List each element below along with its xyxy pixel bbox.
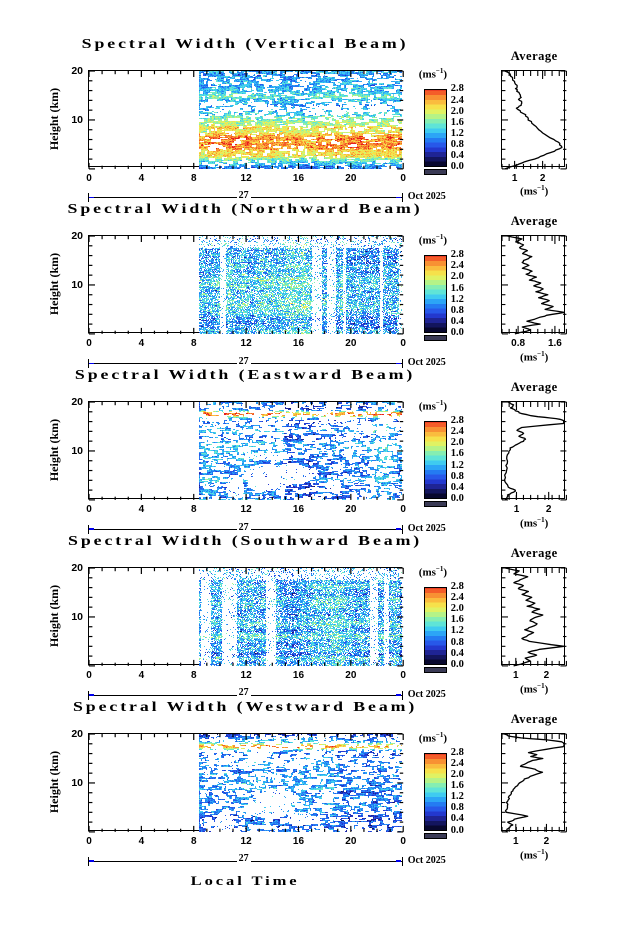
svg-text:20: 20 bbox=[71, 65, 83, 77]
svg-text:20: 20 bbox=[345, 338, 357, 349]
svg-text:12: 12 bbox=[240, 836, 252, 847]
svg-text:16: 16 bbox=[292, 670, 304, 681]
svg-text:8: 8 bbox=[190, 338, 196, 349]
svg-text:2: 2 bbox=[540, 172, 546, 183]
svg-text:4: 4 bbox=[138, 172, 144, 183]
svg-text:20: 20 bbox=[71, 231, 83, 243]
svg-text:1: 1 bbox=[512, 172, 518, 183]
svg-text:12: 12 bbox=[240, 670, 252, 681]
svg-text:20: 20 bbox=[345, 172, 357, 183]
svg-text:12: 12 bbox=[240, 172, 252, 183]
svg-text:20: 20 bbox=[345, 836, 357, 847]
svg-text:20: 20 bbox=[71, 396, 83, 408]
svg-text:0: 0 bbox=[86, 670, 92, 681]
svg-text:12: 12 bbox=[240, 504, 252, 515]
svg-text:8: 8 bbox=[190, 504, 196, 515]
svg-text:10: 10 bbox=[71, 777, 83, 789]
svg-text:4: 4 bbox=[138, 338, 144, 349]
svg-text:20: 20 bbox=[71, 562, 83, 574]
svg-text:20: 20 bbox=[345, 504, 357, 515]
svg-text:0.8: 0.8 bbox=[511, 338, 525, 349]
svg-text:0: 0 bbox=[86, 172, 92, 183]
svg-text:4: 4 bbox=[138, 504, 144, 515]
svg-text:2: 2 bbox=[546, 504, 552, 515]
svg-text:0: 0 bbox=[400, 504, 406, 515]
svg-text:10: 10 bbox=[71, 114, 83, 126]
svg-text:4: 4 bbox=[138, 670, 144, 681]
svg-text:10: 10 bbox=[71, 611, 83, 623]
svg-text:0: 0 bbox=[86, 836, 92, 847]
svg-text:1: 1 bbox=[513, 670, 519, 681]
svg-text:1.6: 1.6 bbox=[548, 338, 562, 349]
svg-text:8: 8 bbox=[190, 172, 196, 183]
svg-text:16: 16 bbox=[292, 338, 304, 349]
svg-text:0: 0 bbox=[400, 670, 406, 681]
svg-text:8: 8 bbox=[190, 836, 196, 847]
svg-text:16: 16 bbox=[292, 172, 304, 183]
svg-text:0: 0 bbox=[86, 504, 92, 515]
svg-text:2: 2 bbox=[544, 836, 550, 847]
svg-text:1: 1 bbox=[513, 836, 519, 847]
svg-text:16: 16 bbox=[292, 504, 304, 515]
svg-text:0: 0 bbox=[86, 338, 92, 349]
svg-text:20: 20 bbox=[345, 670, 357, 681]
svg-text:16: 16 bbox=[292, 836, 304, 847]
svg-text:20: 20 bbox=[71, 728, 83, 740]
svg-text:4: 4 bbox=[138, 836, 144, 847]
svg-text:0: 0 bbox=[400, 338, 406, 349]
svg-text:1: 1 bbox=[514, 504, 520, 515]
svg-text:12: 12 bbox=[240, 338, 252, 349]
svg-text:0: 0 bbox=[400, 836, 406, 847]
svg-text:2: 2 bbox=[544, 670, 550, 681]
svg-text:0: 0 bbox=[400, 172, 406, 183]
svg-text:8: 8 bbox=[190, 670, 196, 681]
svg-text:10: 10 bbox=[71, 445, 83, 457]
svg-text:10: 10 bbox=[71, 280, 83, 292]
